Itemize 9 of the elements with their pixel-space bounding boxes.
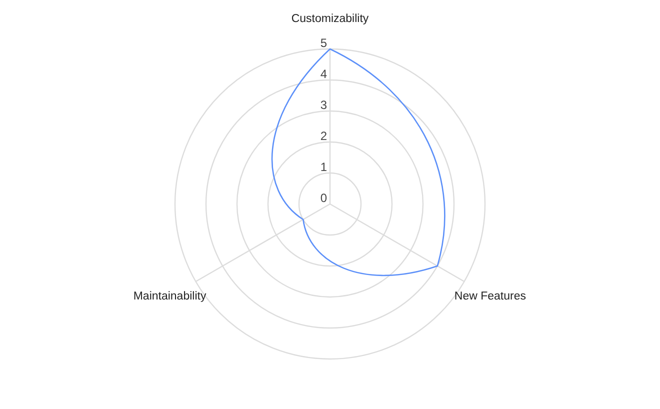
y-tick-label: 0 — [320, 191, 328, 205]
y-tick-label: 1 — [320, 160, 328, 174]
spoke-label: Customizability — [291, 13, 369, 25]
y-tick-label: 3 — [320, 98, 328, 112]
spoke-label: Maintainability — [133, 290, 206, 302]
y-tick-label: 2 — [320, 129, 328, 143]
y-tick-label: 5 — [320, 36, 328, 50]
y-tick-label: 4 — [320, 67, 328, 81]
spoke-label: New Features — [454, 290, 526, 302]
